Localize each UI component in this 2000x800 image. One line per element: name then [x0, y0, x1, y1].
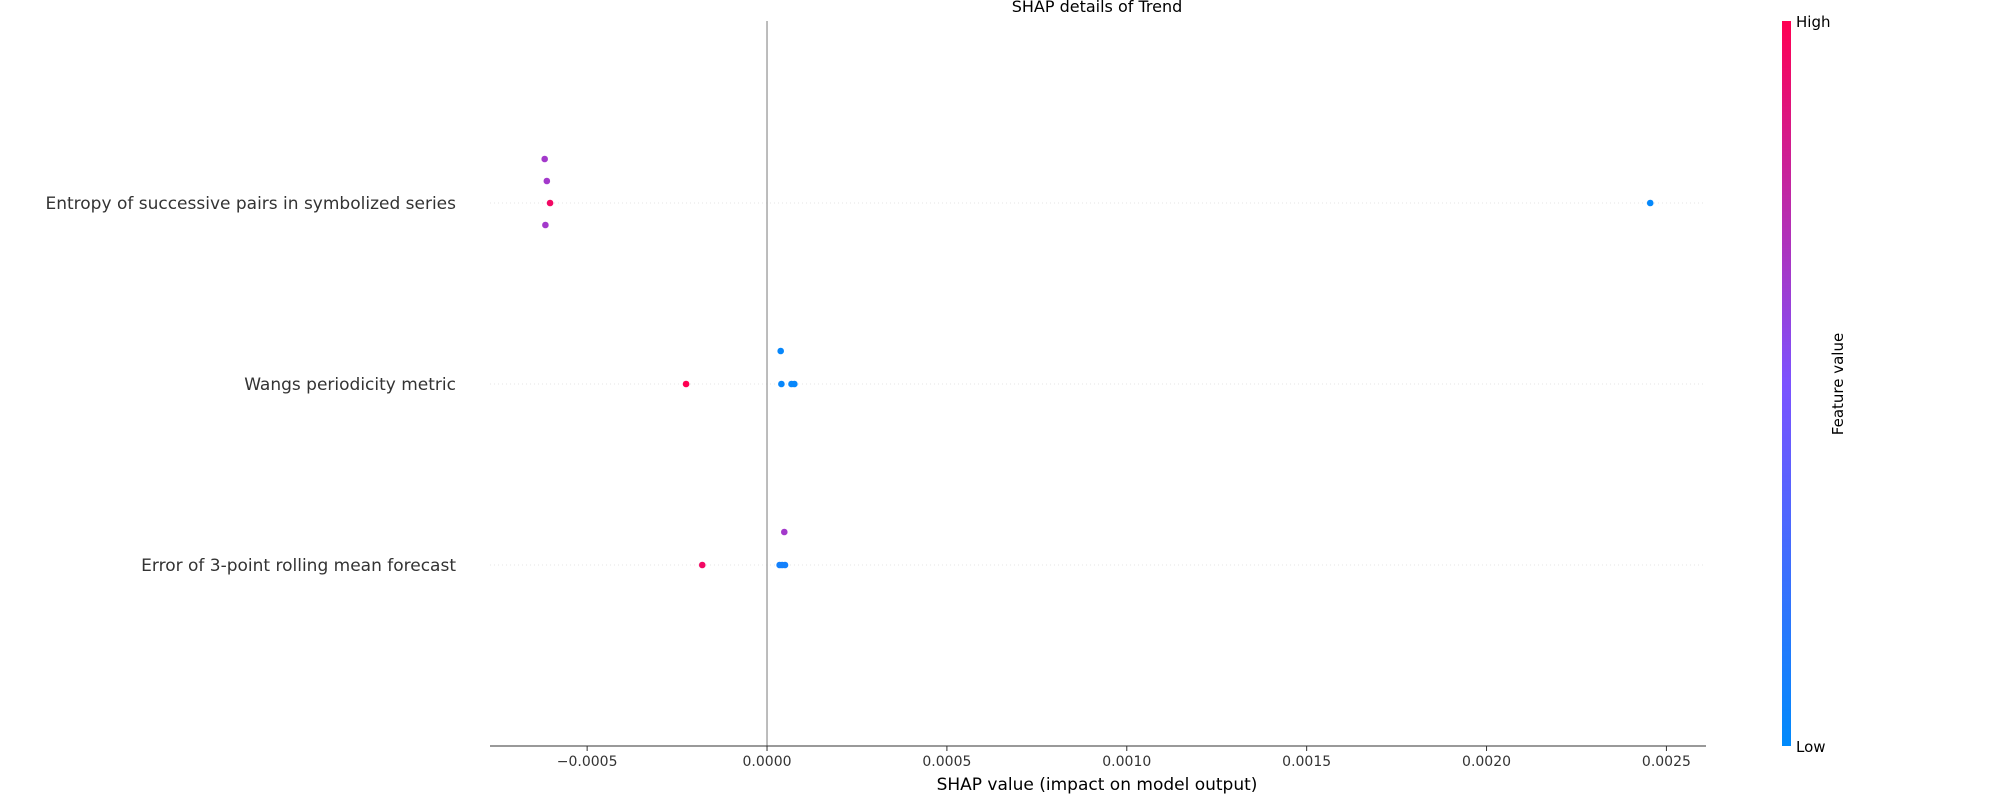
shap-point [780, 528, 788, 536]
shap-point [791, 380, 798, 388]
shap-point [1646, 199, 1654, 207]
x-axis-label: SHAP value (impact on model output) [937, 775, 1258, 795]
shap-point [698, 561, 706, 569]
shap-point [781, 561, 789, 569]
x-tick-label: 0.0005 [922, 754, 971, 770]
shap-point [543, 177, 551, 185]
feature-rows: Entropy of successive pairs in symbolize… [45, 194, 1706, 576]
x-tick-label: 0.0015 [1282, 754, 1331, 770]
x-tick-label: 0.0025 [1642, 754, 1691, 770]
x-tick-label: 0.0020 [1462, 754, 1511, 770]
colorbar: High Low Feature value [1782, 13, 1847, 756]
colorbar-title: Feature value [1829, 333, 1847, 435]
shap-point [541, 155, 548, 163]
shap-point [542, 221, 549, 229]
shap-point [546, 199, 554, 207]
shap-point [777, 347, 784, 355]
x-tick-label: 0.0000 [743, 754, 792, 770]
feature-label: Entropy of successive pairs in symbolize… [45, 194, 456, 214]
colorbar-low-label: Low [1796, 738, 1826, 756]
feature-label: Error of 3-point rolling mean forecast [141, 556, 456, 576]
chart-title: SHAP details of Trend [1012, 0, 1183, 16]
shap-point [682, 380, 690, 388]
x-axis-ticks: −0.0005 0.0000 0.0005 0.0010 0.0015 0.0020 0.0… [557, 746, 1691, 770]
x-tick-label: −0.0005 [557, 754, 618, 770]
colorbar-high-label: High [1796, 13, 1830, 31]
shap-point [778, 380, 785, 388]
shap-points [541, 155, 1654, 569]
feature-label: Wangs periodicity metric [244, 375, 456, 395]
colorbar-gradient [1782, 21, 1791, 746]
x-tick-label: 0.0010 [1102, 754, 1151, 770]
